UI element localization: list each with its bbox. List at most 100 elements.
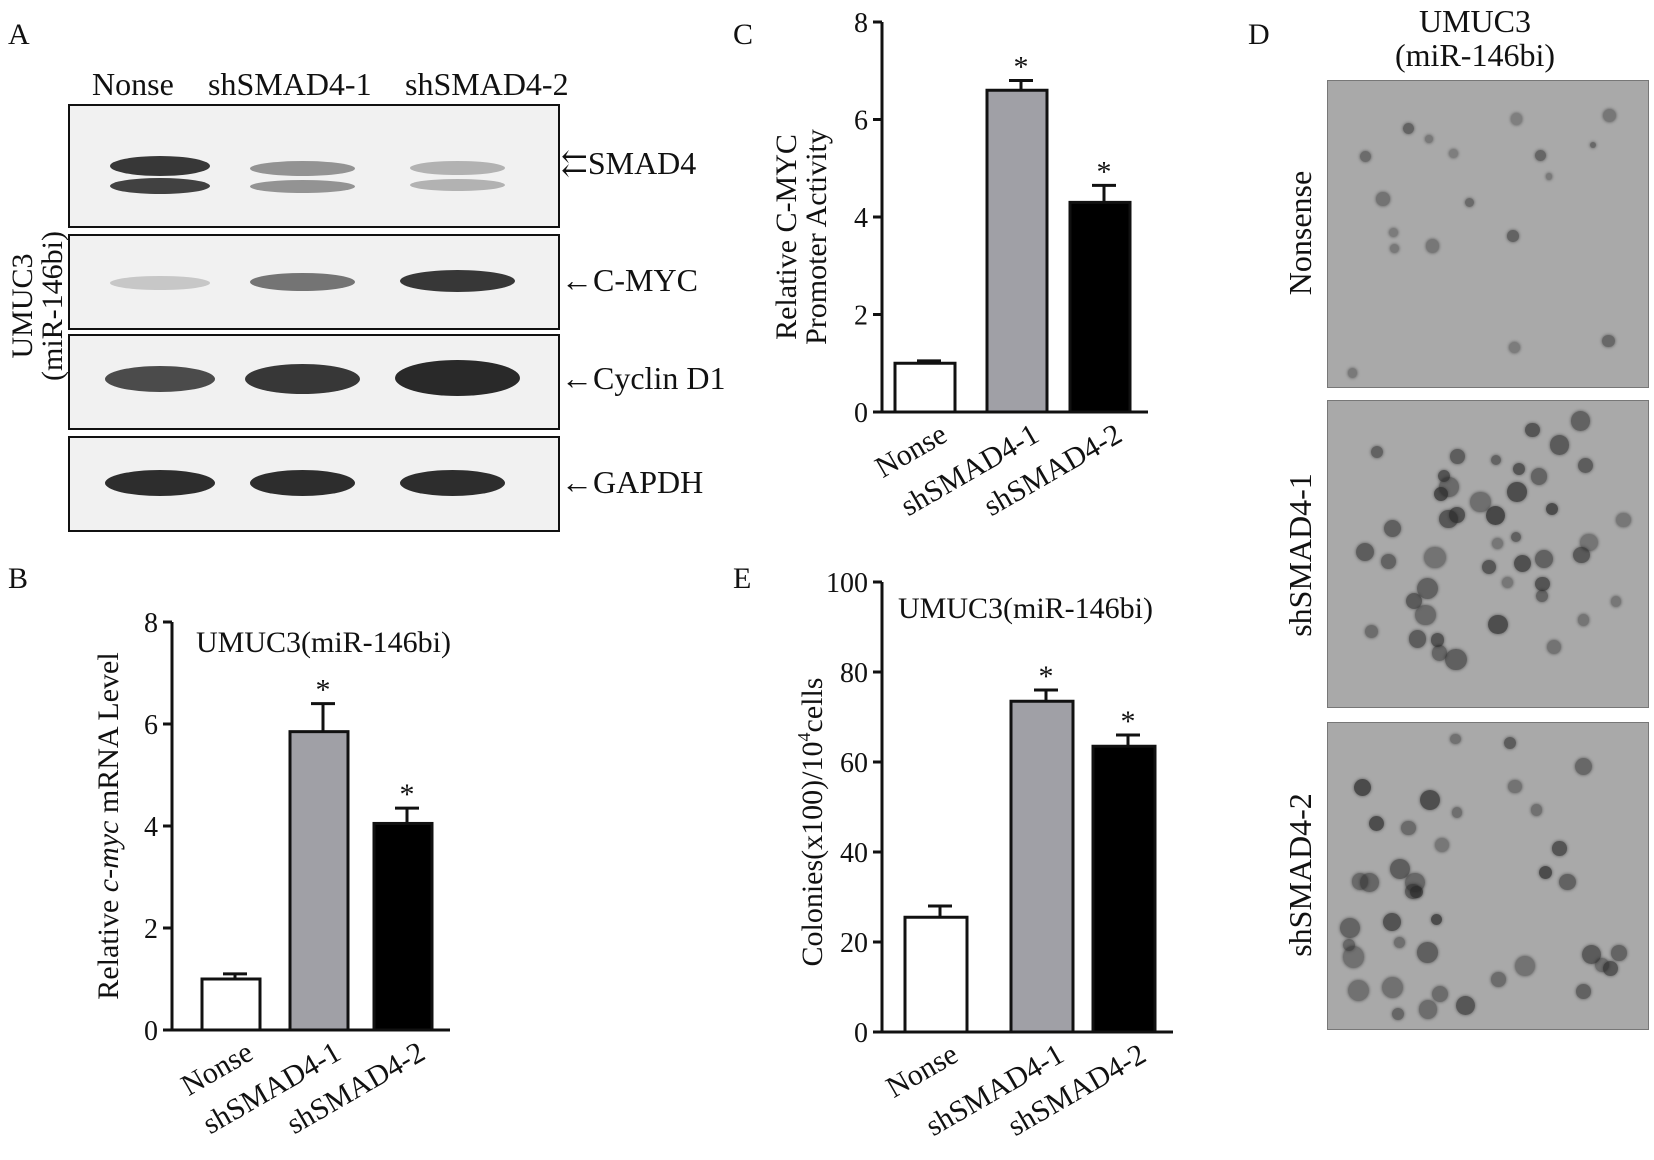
colony (1465, 197, 1475, 207)
panel-d-title: UMUC3 (miR-146bi) (1385, 4, 1565, 72)
panel-c-letter: C (733, 18, 754, 51)
significance-star: * (1039, 660, 1054, 693)
colony (1381, 554, 1396, 569)
colony (1449, 449, 1465, 464)
colony (1559, 873, 1576, 891)
colony (1535, 590, 1548, 603)
arrow-icon: ← (561, 464, 593, 500)
colony (1401, 820, 1416, 836)
colony (1415, 604, 1436, 626)
photo-row-label-nonsense: Nonsense (1282, 170, 1318, 296)
colony (1406, 593, 1423, 610)
chart-title: UMUC3(miR-146bi) (196, 626, 451, 659)
colony (1435, 837, 1450, 853)
colony (1388, 228, 1399, 238)
colony (1347, 368, 1357, 378)
y-tick-label: 4 (854, 203, 868, 234)
x-category-label: shSMAD4-1 (920, 1037, 1069, 1142)
colony (1508, 779, 1522, 794)
colony (1531, 468, 1548, 485)
colony-photo-shsmad4-2 (1327, 722, 1649, 1030)
bar (200, 977, 262, 1032)
colony (1391, 1008, 1404, 1021)
colony (1470, 492, 1491, 513)
colony (1545, 502, 1558, 516)
colony (1383, 913, 1402, 932)
colony (1450, 733, 1462, 745)
blot-smad4 (68, 104, 560, 228)
colony (1535, 149, 1547, 161)
colony (1595, 958, 1610, 972)
colony (1513, 554, 1532, 572)
y-tick-label: 40 (840, 838, 868, 869)
protein-label-c-myc: ←C-MYC (561, 262, 698, 298)
bar (1068, 200, 1132, 414)
colony-photo-nonsense (1327, 80, 1649, 388)
blot-c-myc (68, 234, 560, 330)
colony (1359, 150, 1372, 163)
y-axis-label: Colonies(x100)/104cells (794, 678, 829, 967)
colony (1481, 560, 1496, 575)
colony (1578, 458, 1594, 474)
y-axis-label: Relative C-MYCPromoter Activity (770, 129, 833, 345)
colony (1355, 542, 1374, 562)
double-arrow-icon: ⇇ (561, 145, 588, 181)
panel-d-title-line1: UMUC3 (1418, 3, 1531, 39)
colony (1351, 873, 1369, 890)
y-tick-label: 6 (854, 106, 868, 137)
colony (1381, 977, 1403, 999)
colony (1531, 804, 1543, 816)
colony (1389, 858, 1411, 880)
colony (1525, 422, 1540, 438)
blot-side-label-line1: UMUC3 (6, 253, 39, 359)
colony (1439, 509, 1458, 529)
panel-b-letter: B (8, 562, 29, 595)
colony (1456, 996, 1476, 1016)
x-category-label: shSMAD4-2 (978, 417, 1127, 522)
colony (1486, 506, 1506, 526)
panel-a-letter: A (8, 18, 30, 51)
y-tick-label: 2 (144, 914, 158, 945)
y-tick-label: 80 (840, 658, 868, 689)
colony (1451, 807, 1463, 818)
colony (1603, 961, 1619, 977)
colony (1616, 512, 1631, 528)
colony (1491, 538, 1503, 550)
colony (1393, 937, 1405, 949)
band (410, 179, 505, 191)
colony (1545, 173, 1553, 181)
colony (1439, 477, 1460, 498)
colony (1535, 576, 1550, 591)
y-tick-label: 4 (144, 812, 158, 843)
blot-cyclin-d1 (68, 334, 560, 430)
colony (1420, 790, 1441, 811)
colony (1417, 942, 1438, 963)
y-tick-label: 60 (840, 748, 868, 779)
colony (1507, 230, 1519, 242)
band (245, 364, 360, 394)
lane-label-shsmad4-1: shSMAD4-1 (208, 66, 372, 102)
colony (1434, 487, 1449, 502)
blot-side-label-line2: (miR-146bi) (36, 231, 69, 381)
band (400, 270, 515, 292)
protein-label-smad4: ⇇SMAD4 (561, 145, 697, 181)
colony (1369, 815, 1385, 831)
x-category-label: Nonse (176, 1035, 259, 1102)
arrow-icon: ← (561, 360, 593, 396)
bar (903, 915, 969, 1034)
significance-star: * (1097, 155, 1112, 188)
band (110, 276, 210, 290)
colony (1402, 122, 1414, 134)
colony (1491, 455, 1502, 466)
chart-title: UMUC3(miR-146bi) (898, 592, 1153, 625)
colony (1342, 945, 1365, 968)
colony (1430, 633, 1445, 648)
blot-side-label: UMUC3 (miR-146bi) (6, 216, 69, 396)
x-category-label: shSMAD4-1 (895, 417, 1044, 522)
x-category-label: shSMAD4-2 (1002, 1037, 1151, 1142)
colony (1570, 411, 1591, 432)
colony (1376, 192, 1390, 206)
y-tick-label: 6 (144, 710, 158, 741)
colony (1354, 779, 1371, 796)
band (410, 161, 505, 175)
